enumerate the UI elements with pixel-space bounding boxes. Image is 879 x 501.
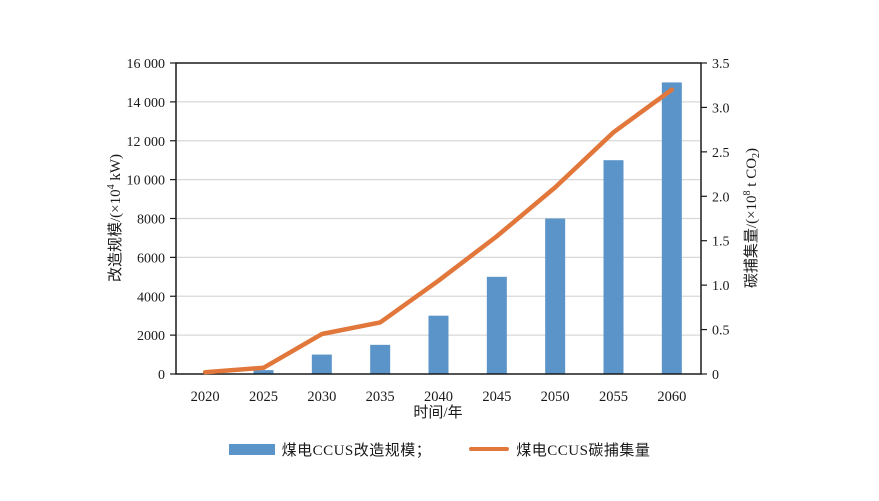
right-axis-tick-label: 2.0 [712,190,730,205]
right-axis-tick-label: 2.5 [712,146,730,161]
right-axis-tick-label: 3.5 [712,57,730,72]
left-axis-title: 改造规模/(×104 kW) [106,154,124,282]
x-axis-tick-label: 2030 [307,389,336,405]
legend-item-bar-series: 煤电CCUS改造规模； [228,439,432,460]
right-axis-tick-label: 0.5 [712,324,730,339]
legend: 煤电CCUS改造规模； 煤电CCUS碳捕集量 [0,437,879,461]
line-series-swatch [469,446,510,452]
data-line [202,87,675,375]
left-axis-tick-label: 2000 [137,329,165,344]
x-axis-tick-label: 2060 [657,389,686,405]
left-axis-tick-label: 10 000 [127,174,166,189]
right-axis-title: 碳捕集量/(×108 t CO2) [742,148,762,288]
left-axis-tick-label: 0 [158,368,165,383]
legend-item-line-series: 煤电CCUS碳捕集量 [469,439,650,460]
bar-series-swatch [228,443,275,455]
x-axis-tick-label: 2050 [541,389,570,405]
x-axis-title: 时间/年 [413,404,462,421]
x-axis-tick-label: 2025 [249,389,278,405]
x-axis-tick-label: 2055 [599,389,628,405]
left-axis-tick-label: 12 000 [127,135,166,150]
bar [428,315,449,374]
left-axis-tick-label: 14 000 [127,96,166,111]
legend-label-bar-series: 煤电CCUS改造规模； [281,442,432,459]
bar [253,370,274,374]
left-axis-tick-label: 4000 [137,290,165,305]
x-axis-tick-label: 2020 [191,389,220,405]
chart-layer: 0 2000 4000 6000 8000 10 000 12 000 14 000 16 00… [127,57,730,405]
right-axis-tick-label: 1.5 [712,235,730,250]
bar [486,276,507,374]
right-axis-tick-label: 1.0 [712,279,730,294]
left-axis-tick-label: 8000 [137,213,165,228]
bar [545,218,566,374]
bar [370,344,391,374]
right-axis-tick-label: 3.0 [712,101,730,116]
x-axis-tick-label: 2035 [366,389,395,405]
x-axis-tick-label: 2040 [424,389,453,405]
bar [661,82,682,374]
x-axis-tick-label: 2045 [482,389,511,405]
bar [311,354,332,374]
right-axis-tick-label: 0 [712,368,719,383]
bar [603,160,624,374]
left-axis-tick-label: 6000 [137,251,165,266]
legend-label-line-series: 煤电CCUS碳捕集量 [516,442,651,459]
left-axis-tick-label: 16 000 [127,57,166,72]
